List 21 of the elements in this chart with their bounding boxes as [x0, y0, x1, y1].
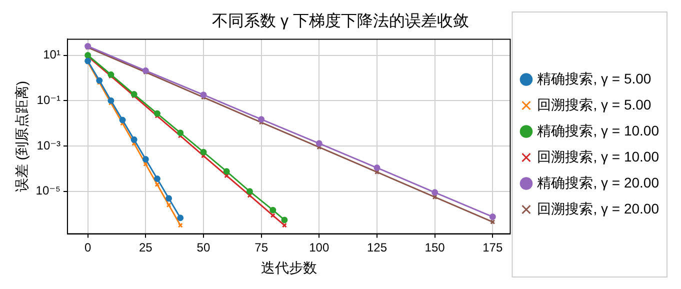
y-tick-label: 10⁻¹: [36, 92, 60, 107]
legend-label: 精确搜索, γ = 5.00: [537, 70, 652, 86]
chart-title: 不同系数 γ 下梯度下降法的误差收敛: [212, 12, 469, 30]
x-tick-label: 0: [84, 240, 92, 254]
x-tick-label: 50: [196, 240, 210, 254]
x-tick-label: 100: [309, 240, 330, 254]
y-tick-label: 10¹: [43, 48, 60, 62]
x-axis-title: 迭代步数: [260, 259, 317, 276]
y-tick-label: 10⁻³: [36, 138, 60, 152]
legend-label: 回溯搜索, γ = 5.00: [537, 96, 652, 112]
x-tick-label: 175: [482, 240, 503, 254]
x-tick-label: 150: [424, 240, 446, 254]
legend-label: 回溯搜索, γ = 20.00: [537, 200, 660, 216]
legend-label: 精确搜索, γ = 10.00: [537, 122, 660, 138]
x-tick-label: 75: [254, 240, 268, 254]
y-tick-label: 10⁻⁵: [36, 184, 60, 198]
legend-label: 精确搜索, γ = 20.00: [537, 174, 660, 190]
y-axis-title: 误差 (到原点距离): [13, 80, 30, 192]
legend-label: 回溯搜索, γ = 10.00: [537, 148, 660, 164]
x-tick-label: 25: [138, 240, 153, 254]
x-tick-label: 125: [366, 240, 388, 254]
